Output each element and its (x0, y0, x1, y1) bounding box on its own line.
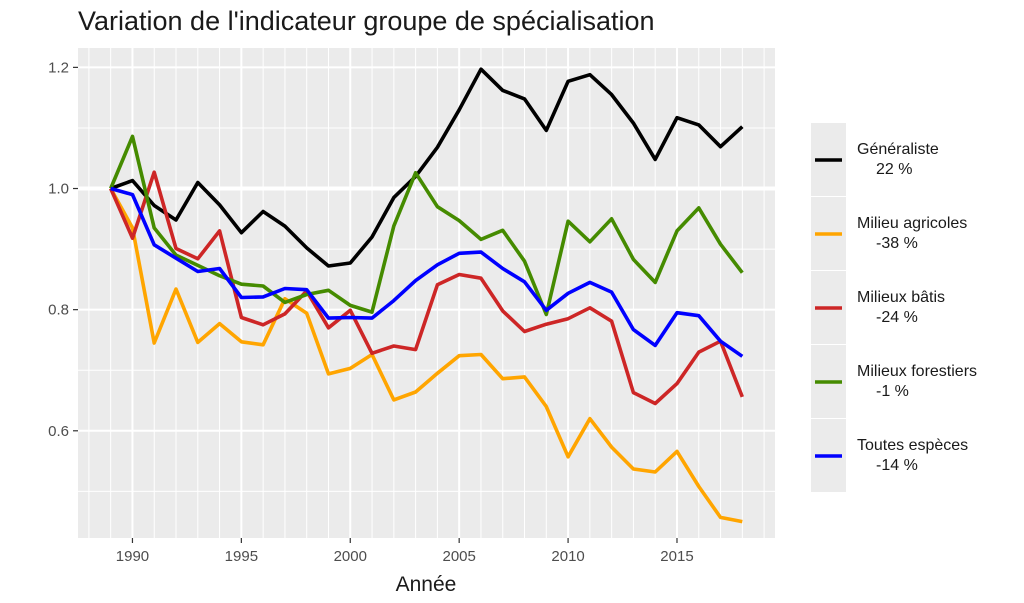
series-line-2 (109, 187, 743, 524)
y-tick-label: 1.0 (48, 181, 69, 198)
series-line-5 (110, 186, 744, 358)
series-lines (109, 67, 744, 524)
legend-label: Milieu agricoles (857, 215, 967, 232)
legend-percent: 22 % (876, 161, 912, 178)
legend-item-3: Milieux bâtis -24 % (811, 271, 945, 344)
plot-panel (78, 48, 775, 538)
x-tick-label: 2010 (551, 548, 584, 565)
y-tick-label: 0.8 (48, 302, 69, 319)
legend-item-2: Milieu agricoles -38 % (811, 197, 967, 270)
x-tick-label: 1990 (116, 548, 149, 565)
axis-ticks (73, 66, 678, 543)
legend-item-5: Toutes espèces -14 % (811, 419, 968, 492)
x-tick-label: 1995 (225, 548, 258, 565)
legend-percent: -1 % (876, 383, 909, 400)
y-tick-label: 1.2 (48, 59, 69, 76)
legend-item-4: Milieux forestiers -1 % (811, 345, 977, 418)
series-line-3 (109, 170, 744, 406)
series-line-1 (110, 67, 744, 268)
minor-gridlines (78, 48, 775, 538)
legend-label: Toutes espèces (857, 437, 968, 454)
legend-percent: -24 % (876, 309, 918, 326)
x-tick-label: 2005 (442, 548, 475, 565)
chart-title: Variation de l'indicateur groupe de spéc… (78, 6, 655, 36)
x-tick-label: 2015 (660, 548, 693, 565)
legend-label: Milieux forestiers (857, 363, 977, 380)
legend-label: Généraliste (857, 141, 939, 158)
legend-percent: -38 % (876, 235, 918, 252)
legend-label: Milieux bâtis (857, 289, 945, 306)
x-tick-label: 2000 (334, 548, 367, 565)
legend-percent: -14 % (876, 457, 918, 474)
tick-labels: 1990 1995 2000 2005 2010 2015 0.6 0.8 1.0 1.2 (48, 59, 694, 565)
legend-item-1: Généraliste 22 % (811, 123, 939, 196)
x-axis-title: Année (396, 573, 457, 596)
series-line-4 (109, 134, 744, 317)
y-tick-label: 0.6 (48, 423, 69, 440)
